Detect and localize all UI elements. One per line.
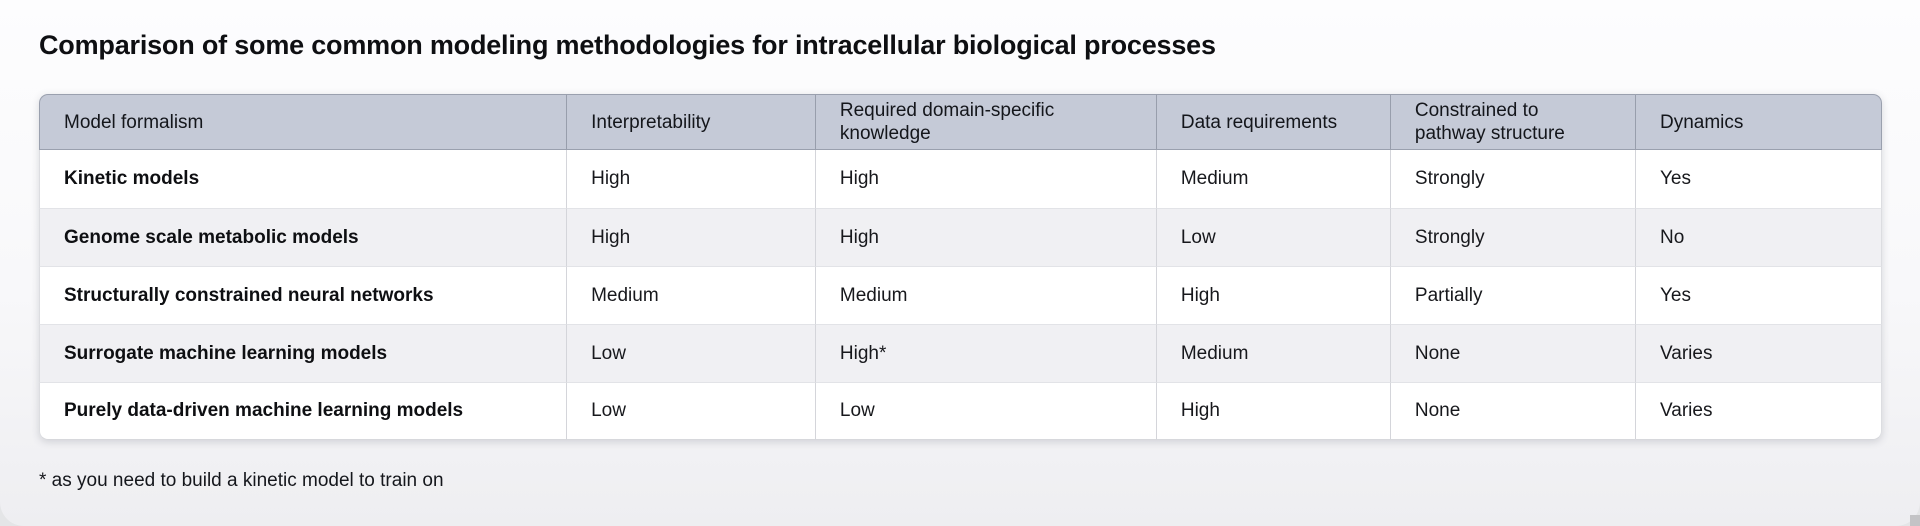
- cell-dynamics: Yes: [1635, 150, 1882, 208]
- cell-interpretability: High: [566, 150, 815, 208]
- table-header-row: Model formalism Interpretability Require…: [39, 94, 1882, 150]
- cell-dynamics: No: [1635, 208, 1882, 266]
- cell-dynamics: Varies: [1635, 382, 1882, 440]
- footnote: * as you need to build a kinetic model t…: [39, 470, 444, 491]
- cell-pathway: Strongly: [1389, 150, 1635, 208]
- column-header-dynamics: Dynamics: [1635, 94, 1882, 150]
- column-header-model-formalism: Model formalism: [39, 94, 567, 150]
- cell-model: Surrogate machine learning models: [39, 324, 567, 382]
- comparison-table-grid: Model formalism Interpretability Require…: [39, 94, 1882, 440]
- page-title: Comparison of some common modeling metho…: [39, 30, 1216, 60]
- cell-knowledge: High*: [814, 324, 1156, 382]
- cell-pathway: None: [1389, 382, 1635, 440]
- table-row: Surrogate machine learning models Low Hi…: [39, 324, 1882, 382]
- cell-dynamics: Varies: [1635, 324, 1882, 382]
- column-header-data-requirements: Data requirements: [1155, 94, 1390, 150]
- cell-knowledge: Medium: [814, 266, 1156, 324]
- table-header: Model formalism Interpretability Require…: [39, 94, 1882, 150]
- column-header-pathway-structure: Constrained to pathway structure: [1389, 94, 1635, 150]
- cell-interpretability: Medium: [566, 266, 815, 324]
- cell-data: High: [1155, 382, 1390, 440]
- cell-interpretability: Low: [566, 382, 815, 440]
- column-header-interpretability: Interpretability: [566, 94, 815, 150]
- cell-knowledge: High: [814, 208, 1156, 266]
- table-row: Purely data-driven machine learning mode…: [39, 382, 1882, 440]
- cell-pathway: Partially: [1389, 266, 1635, 324]
- cell-model: Purely data-driven machine learning mode…: [39, 382, 567, 440]
- cell-interpretability: High: [566, 208, 815, 266]
- cell-model: Genome scale metabolic models: [39, 208, 567, 266]
- resize-grip[interactable]: [1910, 515, 1920, 526]
- table-row: Structurally constrained neural networks…: [39, 266, 1882, 324]
- cell-model: Structurally constrained neural networks: [39, 266, 567, 324]
- cell-knowledge: High: [814, 150, 1156, 208]
- cell-knowledge: Low: [814, 382, 1156, 440]
- column-header-required-knowledge: Required domain-specific knowledge: [814, 94, 1156, 150]
- cell-pathway: None: [1389, 324, 1635, 382]
- table-row: Genome scale metabolic models High High …: [39, 208, 1882, 266]
- cell-data: High: [1155, 266, 1390, 324]
- cell-model: Kinetic models: [39, 150, 567, 208]
- cell-data: Medium: [1155, 324, 1390, 382]
- cell-data: Medium: [1155, 150, 1390, 208]
- cell-pathway: Strongly: [1389, 208, 1635, 266]
- cell-dynamics: Yes: [1635, 266, 1882, 324]
- table-body: Kinetic models High High Medium Strongly…: [39, 150, 1882, 440]
- cell-data: Low: [1155, 208, 1390, 266]
- comparison-table: Model formalism Interpretability Require…: [39, 94, 1882, 440]
- table-row: Kinetic models High High Medium Strongly…: [39, 150, 1882, 208]
- cell-interpretability: Low: [566, 324, 815, 382]
